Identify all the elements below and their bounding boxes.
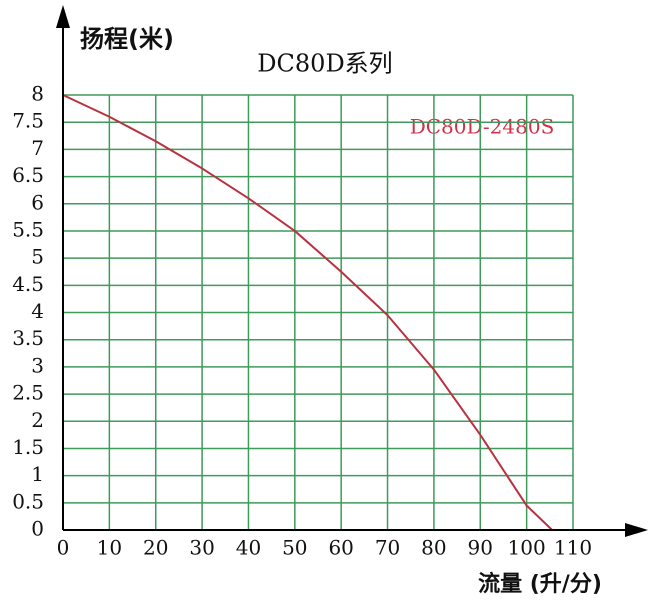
y-tick-label: 1.5	[12, 435, 44, 459]
x-tick-label: 80	[421, 536, 446, 560]
x-tick-label: 110	[554, 536, 592, 560]
y-axis-label: 扬程(米)	[80, 25, 174, 53]
line	[62, 94, 553, 531]
y-tick-label: 5.5	[12, 217, 44, 241]
y-tick-label: 6	[31, 190, 44, 214]
x-tick-label: 30	[189, 536, 214, 560]
y-tick-label: 4	[31, 299, 44, 323]
y-tick-label: 5	[31, 245, 44, 269]
y-tick-label: 0.5	[12, 489, 44, 513]
x-tick-label: 10	[97, 536, 122, 560]
y-tick-label: 2	[31, 408, 44, 432]
x-tick-label: 20	[143, 536, 168, 560]
x-tick-label: 100	[508, 536, 546, 560]
y-tick-label: 3	[31, 353, 44, 377]
y-tick-label: 2.5	[12, 381, 44, 405]
x-axis-label: 流量 (升/分)	[478, 571, 602, 597]
y-tick-label: 6.5	[12, 163, 44, 187]
y-tick-label: 0	[31, 517, 44, 541]
y-tick-label: 4.5	[12, 272, 44, 296]
y-tick-label: 3.5	[12, 326, 44, 350]
y-tick-label: 7	[31, 136, 44, 160]
x-tick-label: 70	[375, 536, 400, 560]
series-label: DC80D-2480S	[410, 115, 555, 139]
y-tick-label: 7.5	[12, 109, 44, 133]
axes	[56, 5, 648, 537]
x-tick-label: 50	[282, 536, 307, 560]
x-tick-label: 40	[236, 536, 261, 560]
y-tick-label: 8	[31, 82, 44, 106]
x-tick-label: 60	[328, 536, 353, 560]
chart-title: DC80D系列	[257, 50, 392, 78]
x-tick-label: 90	[468, 536, 493, 560]
x-tick-label: 0	[57, 536, 70, 560]
y-tick-label: 1	[31, 462, 44, 486]
